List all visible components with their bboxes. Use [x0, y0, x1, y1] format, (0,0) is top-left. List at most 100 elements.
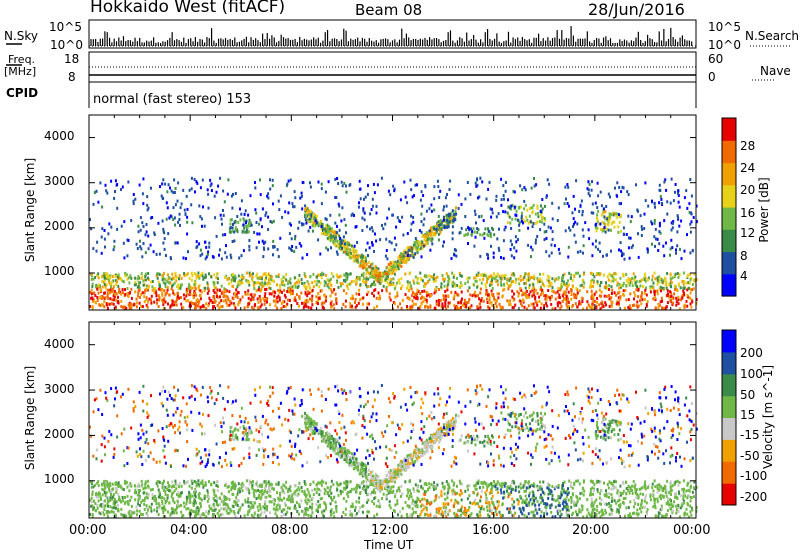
power-cell — [367, 277, 370, 281]
power-cell — [454, 284, 457, 288]
power-cell — [225, 244, 227, 248]
power-cell — [407, 246, 410, 250]
power-cell — [689, 178, 692, 181]
power-cell — [464, 233, 467, 237]
power-cell — [445, 298, 447, 302]
power-cell — [423, 234, 426, 238]
power-cell — [144, 288, 147, 292]
velocity-cell — [538, 487, 541, 491]
power-cell — [656, 282, 659, 286]
power-cell — [536, 291, 539, 295]
power-cell — [500, 177, 503, 181]
power-cell — [530, 245, 533, 249]
power-cell — [101, 280, 104, 283]
power-cell — [419, 198, 422, 202]
power-cell — [293, 276, 296, 280]
power-cell — [231, 229, 234, 233]
p1-ytick-4000: 4000 — [44, 129, 75, 143]
velocity-cell — [106, 496, 109, 500]
power-cell — [559, 306, 562, 310]
velocity-cell — [538, 507, 541, 511]
power-cell — [439, 299, 442, 302]
power-cell — [452, 280, 455, 284]
power-cell — [248, 239, 251, 242]
power-cell — [474, 213, 477, 216]
power-cell — [374, 264, 377, 268]
power-cell — [489, 235, 492, 239]
power-cell — [190, 300, 193, 304]
power-cell — [509, 247, 512, 251]
power-cell — [418, 243, 421, 247]
power-cell — [375, 268, 378, 272]
p1-cb-tick-16: 16 — [740, 206, 756, 220]
power-cell — [223, 200, 226, 204]
power-cell — [200, 273, 202, 277]
power-cell — [422, 223, 425, 227]
power-cell — [180, 302, 183, 306]
power-cell — [362, 209, 365, 213]
power-cell — [213, 194, 216, 198]
power-cell — [177, 283, 180, 287]
power-cell — [631, 281, 633, 284]
power-cell — [369, 284, 372, 288]
power-cell — [616, 181, 619, 185]
velocity-cell — [190, 479, 193, 483]
power-cell — [673, 292, 676, 296]
velocity-cell — [160, 506, 163, 510]
velocity-cell — [138, 484, 141, 488]
power-cell — [198, 299, 201, 303]
velocity-cell — [130, 514, 133, 518]
power-cell — [446, 283, 449, 287]
power-cell — [595, 290, 598, 294]
power-cell — [168, 293, 171, 297]
power-cell — [411, 195, 414, 199]
power-cell — [572, 225, 574, 228]
power-cell — [251, 275, 254, 279]
velocity-cell — [249, 506, 252, 510]
power-cell — [404, 272, 407, 276]
power-cell — [356, 258, 359, 262]
power-cell — [409, 254, 412, 258]
power-cell — [362, 277, 365, 281]
power-cell — [647, 276, 650, 280]
power-cell — [116, 183, 119, 186]
power-cell — [479, 176, 482, 180]
velocity-cell — [171, 480, 174, 484]
power-cell — [610, 249, 612, 253]
power-cell — [671, 276, 674, 280]
power-cell — [365, 277, 368, 281]
power-cell — [309, 210, 312, 214]
power-cell — [169, 186, 171, 190]
power-cell — [487, 227, 489, 231]
power-cell — [627, 214, 630, 218]
velocity-cell — [486, 509, 489, 512]
power-cell — [113, 196, 116, 200]
power-cell — [201, 252, 204, 256]
power-cell — [476, 231, 479, 234]
power-cell — [397, 305, 399, 309]
velocity-cell — [443, 487, 446, 491]
power-cell — [651, 222, 654, 226]
power-cell — [269, 274, 272, 278]
power-cell — [203, 276, 206, 280]
power-cell — [171, 272, 174, 276]
power-cell — [419, 247, 422, 250]
velocity-cell — [448, 486, 451, 490]
power-cell — [451, 284, 454, 288]
power-cell — [455, 206, 457, 210]
power-cell — [677, 192, 680, 195]
station-title: Hokkaido West (fitACF) — [90, 0, 286, 17]
power-cell — [240, 199, 243, 203]
power-cell — [647, 278, 649, 282]
power-cell — [671, 297, 674, 301]
power-cell — [137, 230, 140, 234]
power-cell — [91, 307, 94, 310]
power-cell — [438, 225, 441, 229]
power-cell — [104, 284, 107, 288]
power-cell — [145, 298, 148, 302]
power-cell — [371, 291, 374, 295]
velocity-cell — [536, 499, 539, 503]
power-cell — [147, 234, 150, 238]
power-cell — [145, 296, 148, 300]
velocity-cell — [643, 499, 646, 503]
